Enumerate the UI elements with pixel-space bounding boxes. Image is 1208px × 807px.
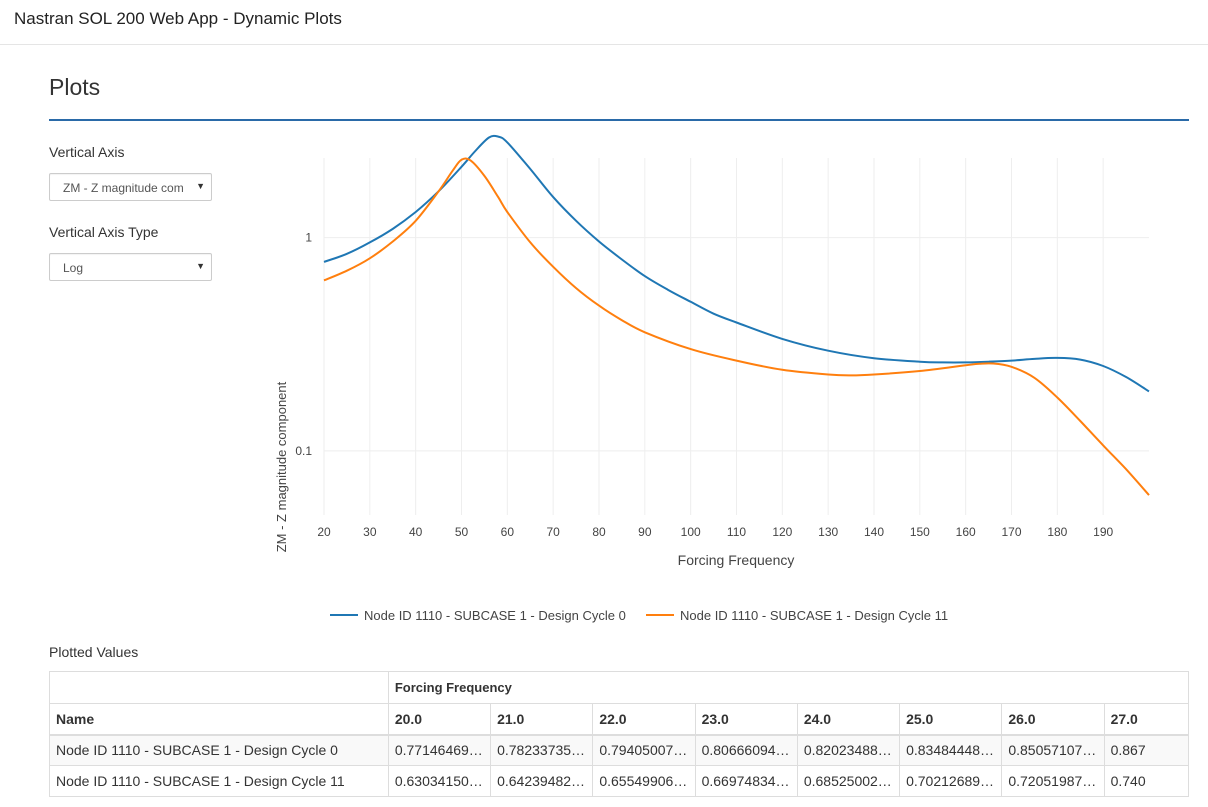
- x-tick-label: 100: [681, 525, 701, 539]
- chart-legend[interactable]: Node ID 1110 - SUBCASE 1 - Design Cycle …: [330, 608, 948, 623]
- x-tick-label: 110: [727, 525, 746, 539]
- table-cell-value: 0.78233735…: [490, 734, 594, 766]
- table-cell-value: 0.82023488…: [796, 734, 901, 766]
- x-tick-label: 160: [956, 525, 976, 539]
- table-cell-value: 0.66974834…: [694, 765, 798, 797]
- x-tick-label: 140: [864, 525, 884, 539]
- x-tick-label: 50: [455, 525, 469, 539]
- table-cell-value: 0.83484448…: [899, 734, 1003, 766]
- table-group-header-row: Forcing Frequency: [49, 671, 1189, 704]
- x-tick-label: 190: [1093, 525, 1113, 539]
- table-cell-name: Node ID 1110 - SUBCASE 1 - Design Cycle …: [49, 734, 389, 766]
- series-line-0[interactable]: [323, 134, 1150, 393]
- line-chart[interactable]: 20 30 40 50 60 70 80 90 100 110 120 130 140 150 160 170…: [0, 130, 1208, 635]
- x-tick-label: 150: [910, 525, 930, 539]
- table-column-header[interactable]: 21.0: [490, 703, 594, 736]
- vertical-axis-label: Vertical Axis: [49, 144, 125, 160]
- legend-label-1[interactable]: Node ID 1110 - SUBCASE 1 - Design Cycle …: [680, 608, 948, 623]
- table-cell-name: Node ID 1110 - SUBCASE 1 - Design Cycle …: [49, 765, 389, 797]
- y-tick-label: 1: [305, 231, 312, 245]
- y-axis-title: ZM - Z magnitude component: [274, 381, 289, 552]
- x-axis-ticks: 20 30 40 50 60 70 80 90 100 110 120 130 140 150 160 170…: [317, 525, 1113, 539]
- plotted-values-title: Plotted Values: [49, 644, 139, 660]
- vertical-axis-type-label: Vertical Axis Type: [49, 224, 159, 240]
- table-cell-value: 0.80666094…: [694, 734, 798, 766]
- x-tick-label: 120: [772, 525, 792, 539]
- navbar: Nastran SOL 200 Web App - Dynamic Plots: [0, 0, 1208, 45]
- x-tick-label: 70: [546, 525, 560, 539]
- vertical-axis-type-select[interactable]: Log ▼: [49, 253, 212, 281]
- table-column-header[interactable]: 26.0: [1001, 703, 1105, 736]
- table-column-header[interactable]: 27.0: [1103, 703, 1189, 736]
- table-cell-value: 0.72051987…: [1001, 765, 1105, 797]
- caret-down-icon: ▼: [196, 181, 205, 191]
- y-tick-label: 0.1: [295, 444, 312, 458]
- table-column-header[interactable]: 23.0: [694, 703, 798, 736]
- x-tick-label: 30: [363, 525, 377, 539]
- vertical-axis-type-select-value: Log: [63, 261, 84, 275]
- vertical-axis-select[interactable]: ZM - Z magnitude com ▼: [49, 173, 212, 201]
- caret-down-icon: ▼: [196, 261, 205, 271]
- vertical-axis-select-value: ZM - Z magnitude com: [63, 181, 184, 195]
- chart-series: [323, 134, 1150, 496]
- table-column-header[interactable]: 22.0: [592, 703, 696, 736]
- plotted-values-table: Forcing Frequency Name 20.0 21.0 22.0 23.0 2…: [49, 671, 1189, 797]
- table-cell-value: 0.65549906…: [592, 765, 696, 797]
- table-group-header: Forcing Frequency: [387, 671, 1189, 704]
- table-cell-value: 0.77146469…: [387, 734, 492, 766]
- legend-label-0[interactable]: Node ID 1110 - SUBCASE 1 - Design Cycle …: [364, 608, 626, 623]
- x-tick-label: 40: [409, 525, 423, 539]
- x-tick-label: 60: [501, 525, 515, 539]
- series-line-1[interactable]: [323, 157, 1150, 496]
- table-header-row: Name 20.0 21.0 22.0 23.0 24.0 25.0 26.0 27.0: [49, 703, 1189, 736]
- table-cell-empty: [49, 671, 389, 704]
- title-divider: [49, 119, 1189, 121]
- y-axis-ticks: 10.1: [295, 231, 312, 458]
- table-cell-value: 0.70212689…: [899, 765, 1003, 797]
- table-column-header[interactable]: 24.0: [796, 703, 901, 736]
- table-name-header: Name: [49, 703, 389, 736]
- table-cell-value: 0.867: [1103, 734, 1189, 766]
- table-column-header[interactable]: 25.0: [899, 703, 1003, 736]
- x-tick-label: 80: [592, 525, 606, 539]
- x-tick-label: 170: [1001, 525, 1021, 539]
- table-cell-value: 0.68525002…: [796, 765, 901, 797]
- table-column-header[interactable]: 20.0: [387, 703, 492, 736]
- page-title: Plots: [49, 74, 101, 100]
- table-cell-value: 0.63034150…: [387, 765, 492, 797]
- table-cell-value: 0.740: [1103, 765, 1189, 797]
- x-tick-label: 20: [317, 525, 331, 539]
- table-cell-value: 0.79405007…: [592, 734, 696, 766]
- table-row: Node ID 1110 - SUBCASE 1 - Design Cycle …: [49, 734, 1189, 766]
- x-axis-title: Forcing Frequency: [678, 552, 795, 568]
- app-title[interactable]: Nastran SOL 200 Web App - Dynamic Plots: [14, 9, 342, 28]
- table-cell-value: 0.85057107…: [1001, 734, 1105, 766]
- x-tick-label: 180: [1047, 525, 1067, 539]
- table-row: Node ID 1110 - SUBCASE 1 - Design Cycle …: [49, 765, 1189, 797]
- table-cell-value: 0.64239482…: [490, 765, 594, 797]
- x-tick-label: 90: [638, 525, 652, 539]
- plotted-values-table-container[interactable]: Forcing Frequency Name 20.0 21.0 22.0 23.0 2…: [49, 671, 1189, 807]
- x-tick-label: 130: [818, 525, 838, 539]
- chart-grid: [323, 158, 1149, 515]
